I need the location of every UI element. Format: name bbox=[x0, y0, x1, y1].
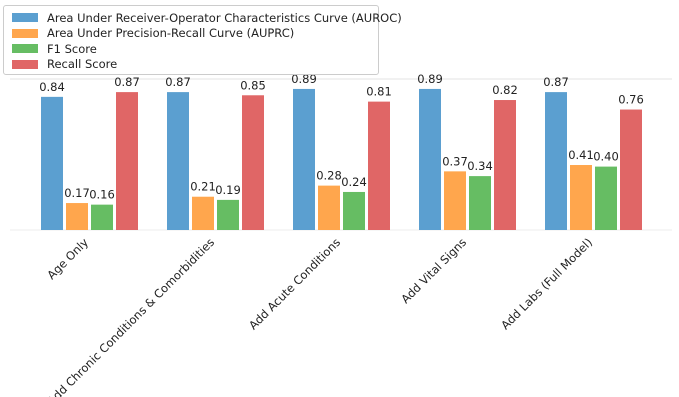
legend-item-auprc: Area Under Precision-Recall Curve (AUPRC… bbox=[12, 26, 372, 42]
bar-f1 bbox=[595, 166, 617, 230]
legend-swatch-auroc bbox=[12, 13, 38, 23]
x-tick-label: Add Acute Conditions bbox=[246, 235, 343, 332]
x-tick-label: Add Labs (Full Model) bbox=[498, 235, 595, 332]
legend-item-f1: F1 Score bbox=[12, 41, 372, 57]
bar-recall bbox=[242, 95, 264, 231]
value-label-f1: 0.24 bbox=[341, 175, 367, 189]
value-label-auprc: 0.41 bbox=[568, 148, 594, 162]
bar-auprc bbox=[192, 196, 214, 230]
value-label-auprc: 0.28 bbox=[316, 169, 342, 183]
legend-label-recall: Recall Score bbox=[47, 57, 118, 72]
bar-auprc bbox=[444, 171, 466, 230]
bar-auroc bbox=[293, 88, 315, 230]
bar-recall bbox=[116, 92, 138, 230]
value-label-auroc: 0.84 bbox=[39, 80, 65, 94]
value-label-auroc: 0.89 bbox=[417, 72, 443, 86]
x-tick-label: Age Only bbox=[44, 235, 91, 282]
bar-f1 bbox=[91, 204, 113, 230]
bar-auprc bbox=[570, 165, 592, 230]
legend-item-recall: Recall Score bbox=[12, 57, 372, 73]
bar-auroc bbox=[41, 96, 63, 230]
value-label-auprc: 0.37 bbox=[442, 154, 468, 168]
value-labels-group: 0.84 0.17 0.16 0.87 0.87 0.21 0.19 0.85 0.89 0.28… bbox=[39, 72, 644, 202]
bar-f1 bbox=[469, 176, 491, 230]
bar-recall bbox=[620, 109, 642, 230]
value-label-recall: 0.87 bbox=[114, 75, 140, 89]
value-label-auprc: 0.17 bbox=[64, 186, 90, 200]
value-label-auprc: 0.21 bbox=[190, 180, 216, 194]
value-label-recall: 0.85 bbox=[240, 78, 266, 92]
legend-swatch-f1 bbox=[12, 44, 38, 54]
bar-auroc bbox=[167, 92, 189, 230]
bar-auprc bbox=[66, 203, 88, 230]
bar-recall bbox=[494, 100, 516, 230]
legend-swatch-recall bbox=[12, 59, 38, 69]
value-label-auroc: 0.87 bbox=[543, 75, 569, 89]
bar-auroc bbox=[419, 88, 441, 230]
value-label-f1: 0.34 bbox=[467, 159, 493, 173]
value-label-f1: 0.40 bbox=[593, 150, 619, 164]
value-label-f1: 0.19 bbox=[215, 183, 241, 197]
value-label-auroc: 0.87 bbox=[165, 75, 191, 89]
value-label-f1: 0.16 bbox=[89, 188, 115, 202]
bar-recall bbox=[368, 101, 390, 231]
legend-label-f1: F1 Score bbox=[47, 41, 97, 56]
x-tick-label: Add Vital Signs bbox=[398, 235, 469, 306]
bars-group bbox=[41, 88, 642, 231]
legend-item-auroc: Area Under Receiver-Operator Characteris… bbox=[12, 10, 402, 26]
value-label-recall: 0.81 bbox=[366, 85, 392, 99]
bar-f1 bbox=[343, 191, 365, 230]
bar-auprc bbox=[318, 185, 340, 230]
value-label-recall: 0.76 bbox=[618, 93, 644, 107]
value-label-recall: 0.82 bbox=[492, 83, 518, 97]
legend: Area Under Receiver-Operator Characteris… bbox=[3, 5, 402, 75]
legend-label-auprc: Area Under Precision-Recall Curve (AUPRC… bbox=[47, 26, 295, 41]
value-label-auroc: 0.89 bbox=[291, 72, 317, 86]
bar-auroc bbox=[545, 92, 567, 230]
legend-label-auroc: Area Under Receiver-Operator Characteris… bbox=[47, 10, 402, 25]
bar-f1 bbox=[217, 199, 239, 230]
legend-swatch-auprc bbox=[12, 28, 38, 38]
